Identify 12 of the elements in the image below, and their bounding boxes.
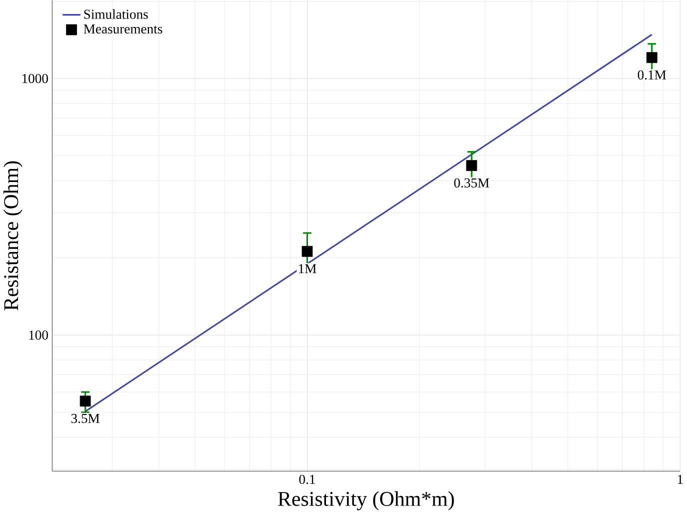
annotation: 0.1M xyxy=(638,70,666,80)
y-tick-label: 1000 xyxy=(22,74,48,84)
x-tick-label: 1 xyxy=(678,474,683,484)
x-tick-label: 0.1 xyxy=(299,474,315,484)
annotation: 0.35M xyxy=(454,178,490,188)
annotation: 3.5M xyxy=(71,414,100,424)
y-tick-label: 100 xyxy=(29,330,48,340)
legend-label: Measurements xyxy=(84,24,162,34)
legend-label: Simulations xyxy=(84,9,148,19)
y-axis-title: Resistance (Ohm) xyxy=(3,161,22,310)
annotation: 1M xyxy=(298,264,316,274)
x-axis-title: Resistivity (Ohm*m) xyxy=(278,491,454,510)
